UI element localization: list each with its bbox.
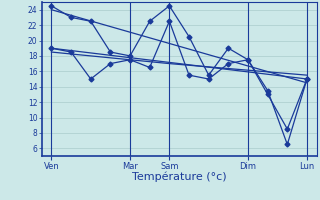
X-axis label: Température (°c): Température (°c) [132, 172, 227, 182]
